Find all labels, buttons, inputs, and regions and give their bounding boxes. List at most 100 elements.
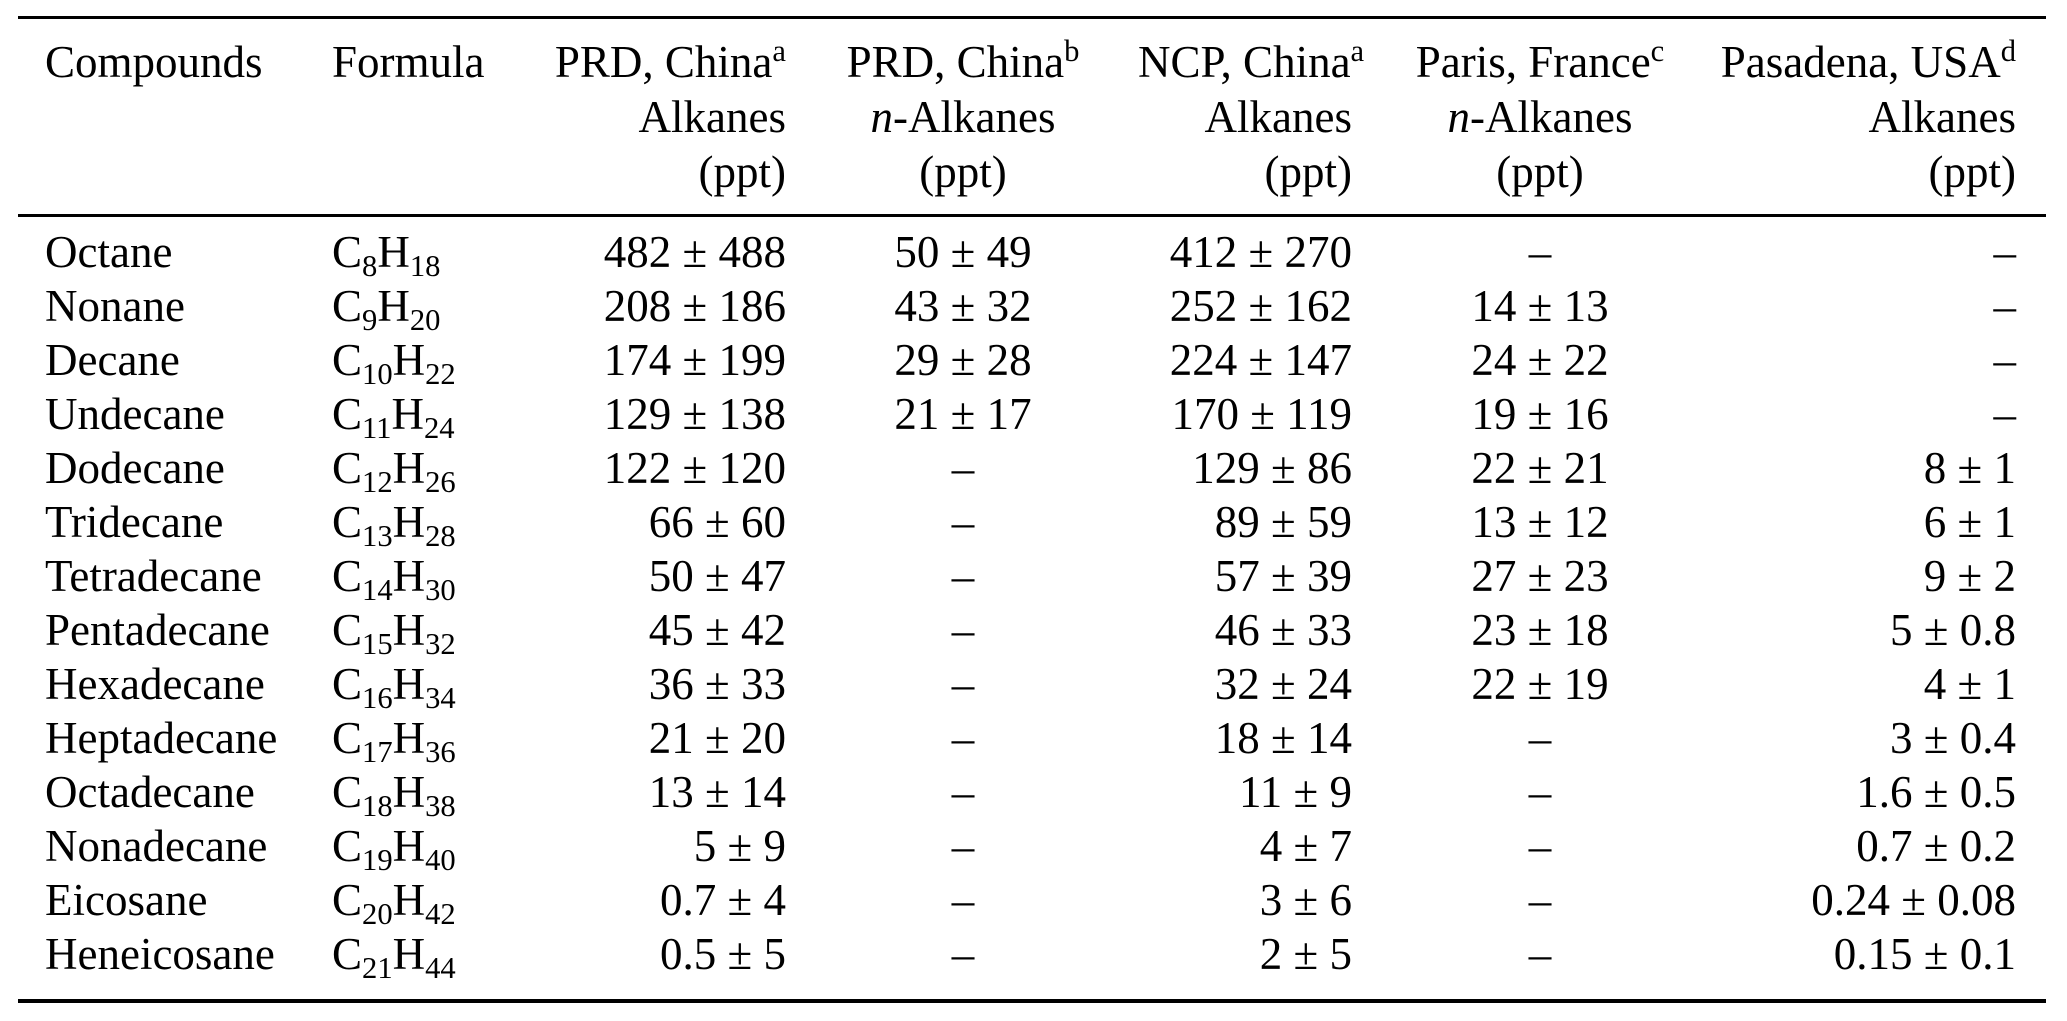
table-row: Nonane C9H20 208 ± 186 43 ± 32 252 ± 162 14 ±… [18, 279, 2046, 335]
concentration-value: 224 ± 147 [1169, 335, 1352, 385]
value-cell-prd-china-b: – [788, 711, 1138, 765]
concentration-value: 21 ± 20 [648, 713, 786, 763]
concentration-value: 252 ± 162 [1169, 281, 1352, 331]
value-cell-prd-china-a: 129 ± 138 [538, 387, 788, 441]
value-cell-pasadena-usa-d: – [1720, 216, 2046, 280]
concentration-value: 43 ± 32 [894, 281, 1032, 331]
concentration-value: 32 ± 24 [1214, 659, 1352, 709]
concentration-value: 174 ± 199 [603, 335, 786, 385]
alkanes-concentration-table: Compounds Formula PRD, Chinaa Alkanes (ppt) P… [18, 16, 2046, 1003]
concentration-value: 45 ± 42 [648, 605, 786, 655]
text-segment: H [392, 551, 426, 601]
text-segment: (ppt) [698, 147, 786, 197]
concentration-value: 57 ± 39 [1214, 551, 1352, 601]
no-data-dash: – [1528, 767, 1552, 817]
compound-name: Nonadecane [45, 821, 268, 871]
text-segment: H [392, 875, 426, 925]
value-cell-prd-china-a: 122 ± 120 [538, 441, 788, 495]
value-cell-prd-china-a: 5 ± 9 [538, 819, 788, 873]
value-cell-pasadena-usa-d: 9 ± 2 [1720, 549, 2046, 603]
concentration-value: 27 ± 23 [1471, 551, 1609, 601]
subscript: 18 [362, 788, 393, 823]
concentration-value: 3 ± 6 [1259, 875, 1352, 925]
formula-cell: C20H42 [308, 873, 538, 929]
table-row: Dodecane C12H26 122 ± 120 – 129 ± 86 22 ± 21 8… [18, 441, 2046, 497]
value-cell-ncp-china-a: 412 ± 270 [1138, 216, 1360, 280]
subscript: 8 [362, 248, 378, 283]
text-segment: H [391, 389, 424, 439]
concentration-value: 14 ± 13 [1471, 281, 1609, 331]
subscript: 9 [362, 302, 378, 337]
text-segment: Alkanes [1204, 92, 1352, 142]
no-data-dash: – [1528, 227, 1552, 277]
value-cell-paris-france-c: – [1360, 711, 1720, 765]
value-cell-paris-france-c: – [1360, 927, 1720, 1001]
text-segment: C [332, 767, 363, 817]
table-row: Undecane C11H24 129 ± 138 21 ± 17 170 ± 119 1… [18, 387, 2046, 443]
compound-cell: Nonane [18, 279, 308, 333]
concentration-value: 21 ± 17 [894, 389, 1032, 439]
header-line: Alkanes [538, 90, 786, 145]
header-line: Compounds [45, 35, 308, 90]
subscript: 14 [362, 572, 393, 607]
subscript: 42 [425, 896, 456, 931]
subscript: 10 [362, 356, 393, 391]
formula-cell: C13H28 [308, 495, 538, 551]
text-segment: Formula [332, 37, 485, 87]
value-cell-prd-china-a: 21 ± 20 [538, 711, 788, 765]
value-cell-ncp-china-a: 129 ± 86 [1138, 441, 1360, 495]
header-line: Pasadena, USAd [1720, 35, 2016, 90]
column-header-formula: Formula [308, 17, 538, 217]
no-data-dash: – [951, 713, 975, 763]
value-cell-prd-china-b: – [788, 495, 1138, 549]
concentration-value: 29 ± 28 [894, 335, 1032, 385]
concentration-value: 13 ± 14 [648, 767, 786, 817]
compound-name: Tetradecane [45, 551, 262, 601]
value-cell-paris-france-c: – [1360, 873, 1720, 927]
concentration-value: 5 ± 0.8 [1890, 605, 2016, 655]
no-data-dash: – [1528, 929, 1552, 979]
header-line: Formula [332, 35, 538, 90]
concentration-value: 50 ± 49 [894, 227, 1032, 277]
subscript: 15 [362, 626, 393, 661]
table-row: Tridecane C13H28 66 ± 60 – 89 ± 59 13 ± 12 6 ±… [18, 495, 2046, 551]
concentration-value: 208 ± 186 [603, 281, 786, 331]
value-cell-paris-france-c: 19 ± 16 [1360, 387, 1720, 441]
value-cell-prd-china-a: 0.5 ± 5 [538, 927, 788, 1001]
concentration-value: 5 ± 9 [693, 821, 786, 871]
concentration-value: 23 ± 18 [1471, 605, 1609, 655]
text-segment: C [332, 227, 363, 277]
value-cell-ncp-china-a: 252 ± 162 [1138, 279, 1360, 333]
value-cell-pasadena-usa-d: 4 ± 1 [1720, 657, 2046, 711]
compound-name: Octane [45, 227, 173, 277]
no-data-dash: – [951, 929, 975, 979]
text-segment: H [377, 281, 410, 331]
value-cell-prd-china-b: – [788, 927, 1138, 1001]
subscript: 20 [362, 896, 393, 931]
text-segment: C [332, 335, 363, 385]
no-data-dash: – [951, 497, 975, 547]
concentration-value: 412 ± 270 [1169, 227, 1352, 277]
text-segment: C [332, 713, 363, 763]
formula-cell: C17H36 [308, 711, 538, 767]
column-header-compounds: Compounds [18, 17, 308, 217]
subscript: 13 [362, 518, 393, 553]
concentration-value: 170 ± 119 [1171, 389, 1352, 439]
value-cell-prd-china-a: 45 ± 42 [538, 603, 788, 657]
value-cell-prd-china-a: 13 ± 14 [538, 765, 788, 819]
table-header: Compounds Formula PRD, Chinaa Alkanes (ppt) P… [18, 17, 2046, 217]
value-cell-prd-china-b: – [788, 765, 1138, 819]
value-cell-ncp-china-a: 18 ± 14 [1138, 711, 1360, 765]
formula-cell: C8H18 [308, 216, 538, 283]
text-segment: C [332, 281, 363, 331]
header-row: Compounds Formula PRD, Chinaa Alkanes (ppt) P… [18, 17, 2046, 217]
subscript: 12 [362, 464, 393, 499]
no-data-dash: – [1528, 875, 1552, 925]
text-segment: C [332, 443, 363, 493]
subscript: 21 [362, 950, 393, 985]
column-header-pasadena-usa-d: Pasadena, USAd Alkanes (ppt) [1720, 17, 2046, 217]
concentration-value: 22 ± 21 [1471, 443, 1609, 493]
value-cell-pasadena-usa-d: 8 ± 1 [1720, 441, 2046, 495]
header-line: NCP, Chinaa [1138, 35, 1364, 90]
value-cell-paris-france-c: 13 ± 12 [1360, 495, 1720, 549]
